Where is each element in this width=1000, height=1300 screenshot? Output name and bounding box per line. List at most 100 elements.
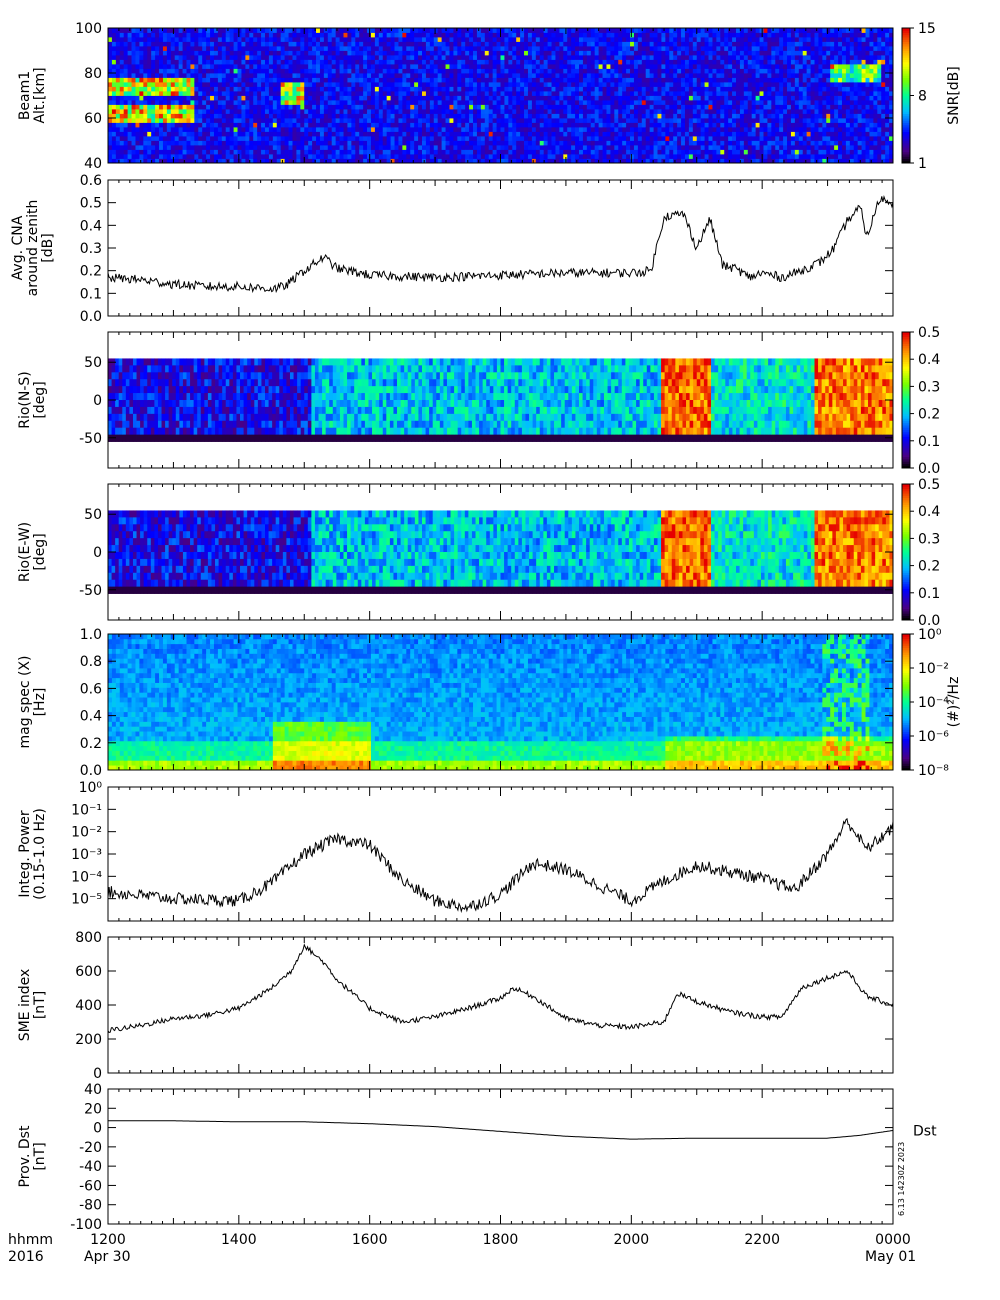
- heatmap-cell: [755, 91, 760, 96]
- heatmap-cell: [582, 145, 588, 150]
- heatmap-cell: [367, 55, 372, 60]
- heatmap-cell: [445, 73, 450, 78]
- heatmap-cell: [614, 28, 619, 33]
- heatmap-cell: [241, 122, 246, 128]
- heatmap-cell: [198, 113, 203, 119]
- heatmap-cell: [571, 32, 576, 38]
- heatmap-cell: [606, 122, 611, 128]
- heatmap-cell: [202, 46, 207, 51]
- heatmap-cell: [166, 145, 172, 150]
- heatmap-cell: [166, 32, 172, 38]
- heatmap-cell: [162, 100, 168, 105]
- heatmap-cell: [579, 64, 584, 69]
- heatmap-cell: [696, 32, 702, 38]
- heatmap-cell: [276, 145, 282, 150]
- heatmap-cell: [445, 50, 450, 56]
- heatmap-cell: [637, 68, 643, 74]
- heatmap-cell: [213, 28, 219, 33]
- heatmap-cell: [755, 131, 760, 137]
- heatmap-cell: [217, 154, 223, 159]
- heatmap-cell: [504, 50, 509, 56]
- heatmap-cell: [653, 77, 658, 83]
- heatmap-cell: [692, 113, 698, 119]
- heatmap-cell: [653, 149, 658, 155]
- heatmap-cell: [429, 136, 435, 141]
- heatmap-cell: [115, 64, 121, 69]
- heatmap-cell: [641, 118, 647, 123]
- heatmap-cell: [115, 158, 121, 164]
- heatmap-cell: [688, 95, 694, 101]
- heatmap-cell: [633, 73, 639, 78]
- heatmap-cell: [704, 28, 709, 33]
- heatmap-cell: [174, 104, 180, 110]
- heatmap-cell: [280, 127, 286, 132]
- heatmap-cell: [425, 104, 431, 110]
- heatmap-cell: [159, 59, 164, 65]
- heatmap-cell: [288, 158, 293, 164]
- heatmap-cell: [170, 127, 176, 132]
- heatmap-cell: [178, 68, 183, 74]
- heatmap-cell: [229, 82, 234, 87]
- heatmap-cell: [555, 109, 560, 114]
- heatmap-cell: [331, 113, 337, 119]
- heatmap-cell: [119, 145, 125, 150]
- heatmap-cell: [245, 131, 250, 137]
- heatmap-cell: [135, 109, 140, 114]
- heatmap-cell: [394, 50, 399, 56]
- heatmap-cell: [492, 28, 497, 33]
- heatmap-cell: [351, 158, 356, 164]
- heatmap-cell: [461, 145, 466, 150]
- heatmap-cell: [492, 127, 497, 132]
- heatmap-cell: [374, 82, 380, 87]
- heatmap-cell: [131, 73, 136, 78]
- heatmap-cell: [677, 82, 682, 87]
- heatmap-cell: [331, 95, 337, 101]
- heatmap-cell: [539, 28, 545, 33]
- heatmap-cell: [571, 46, 576, 51]
- heatmap-cell: [527, 50, 533, 56]
- heatmap-cell: [166, 77, 172, 83]
- heatmap-cell: [512, 91, 517, 96]
- heatmap-cell: [516, 113, 521, 119]
- heatmap-cell: [531, 46, 537, 51]
- heatmap-cell: [367, 127, 372, 132]
- heatmap-cell: [563, 136, 568, 141]
- heatmap-cell: [374, 91, 380, 96]
- heatmap-cell: [732, 95, 737, 101]
- heatmap-cell: [736, 59, 741, 65]
- heatmap-cell: [402, 122, 407, 128]
- heatmap-cell: [422, 64, 427, 69]
- heatmap-cell: [202, 145, 207, 150]
- heatmap-cell: [245, 118, 250, 123]
- heatmap-cell: [673, 50, 678, 56]
- heatmap-cell: [645, 109, 651, 114]
- heatmap-cell: [186, 59, 191, 65]
- heatmap-cell: [488, 109, 494, 114]
- heatmap-cell: [657, 50, 662, 56]
- heatmap-cell: [582, 140, 588, 146]
- heatmap-cell: [571, 91, 576, 96]
- heatmap-cell: [139, 64, 144, 69]
- heatmap-cell: [245, 95, 250, 101]
- heatmap-cell: [555, 154, 560, 159]
- heatmap-cell: [673, 109, 678, 114]
- heatmap-cell: [747, 50, 753, 56]
- heatmap-cell: [406, 95, 411, 101]
- heatmap-cell: [410, 77, 415, 83]
- heatmap-cell: [759, 109, 764, 114]
- heatmap-cell: [516, 46, 521, 51]
- heatmap-cell: [422, 122, 427, 128]
- heatmap-cell: [688, 55, 694, 60]
- heatmap-cell: [335, 59, 340, 65]
- heatmap-cell: [265, 149, 270, 155]
- heatmap-cell: [579, 50, 584, 56]
- heatmap-cell: [559, 104, 564, 110]
- heatmap-cell: [363, 113, 368, 119]
- heatmap-cell: [406, 91, 411, 96]
- heatmap-cell: [433, 68, 439, 74]
- heatmap-cell: [535, 59, 541, 65]
- heatmap-cell: [684, 59, 690, 65]
- heatmap-cell: [476, 41, 482, 47]
- heatmap-cell: [724, 145, 729, 150]
- heatmap-cell: [135, 55, 140, 60]
